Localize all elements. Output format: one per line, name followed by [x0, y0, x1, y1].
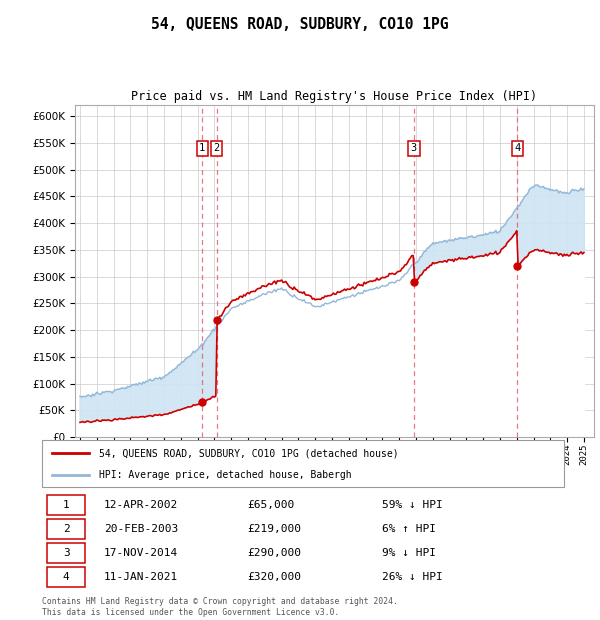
Text: 4: 4: [514, 143, 520, 153]
Text: £320,000: £320,000: [247, 572, 301, 582]
Text: 20-FEB-2003: 20-FEB-2003: [104, 524, 178, 534]
Text: 4: 4: [63, 572, 70, 582]
Text: £219,000: £219,000: [247, 524, 301, 534]
Text: 6% ↑ HPI: 6% ↑ HPI: [382, 524, 436, 534]
Text: £290,000: £290,000: [247, 548, 301, 558]
Text: £65,000: £65,000: [247, 500, 295, 510]
FancyBboxPatch shape: [42, 440, 564, 487]
Text: 11-JAN-2021: 11-JAN-2021: [104, 572, 178, 582]
Text: 12-APR-2002: 12-APR-2002: [104, 500, 178, 510]
Text: 26% ↓ HPI: 26% ↓ HPI: [382, 572, 443, 582]
Text: 3: 3: [63, 548, 70, 558]
Text: 59% ↓ HPI: 59% ↓ HPI: [382, 500, 443, 510]
Text: 1: 1: [63, 500, 70, 510]
Text: 54, QUEENS ROAD, SUDBURY, CO10 1PG: 54, QUEENS ROAD, SUDBURY, CO10 1PG: [151, 17, 449, 32]
Text: 9% ↓ HPI: 9% ↓ HPI: [382, 548, 436, 558]
FancyBboxPatch shape: [47, 495, 85, 515]
Text: 17-NOV-2014: 17-NOV-2014: [104, 548, 178, 558]
Text: 54, QUEENS ROAD, SUDBURY, CO10 1PG (detached house): 54, QUEENS ROAD, SUDBURY, CO10 1PG (deta…: [100, 448, 399, 458]
FancyBboxPatch shape: [47, 567, 85, 587]
Text: HPI: Average price, detached house, Babergh: HPI: Average price, detached house, Babe…: [100, 470, 352, 480]
FancyBboxPatch shape: [47, 543, 85, 562]
FancyBboxPatch shape: [47, 520, 85, 539]
Text: Contains HM Land Registry data © Crown copyright and database right 2024.
This d: Contains HM Land Registry data © Crown c…: [42, 598, 398, 617]
Text: 2: 2: [214, 143, 220, 153]
Text: 1: 1: [199, 143, 205, 153]
Text: 2: 2: [63, 524, 70, 534]
Text: 3: 3: [411, 143, 417, 153]
Title: Price paid vs. HM Land Registry's House Price Index (HPI): Price paid vs. HM Land Registry's House …: [131, 90, 538, 103]
